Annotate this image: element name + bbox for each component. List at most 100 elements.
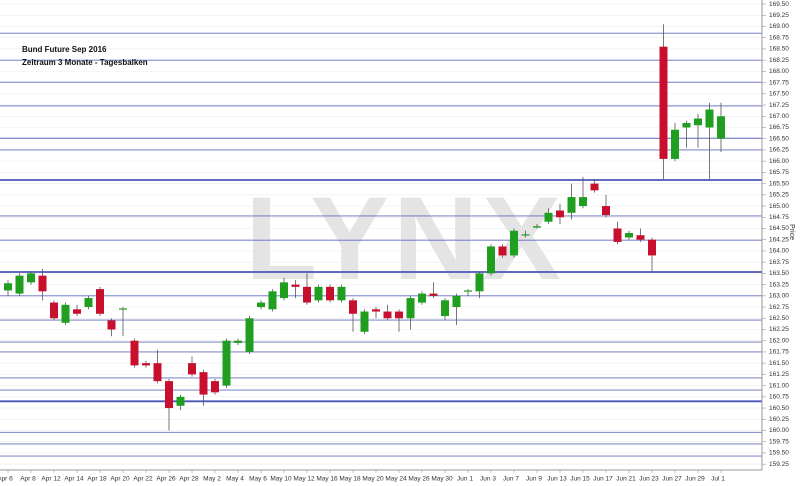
x-tick-label: Jul 1 xyxy=(711,476,725,483)
y-tick-label: 163.25 xyxy=(769,281,789,288)
y-tick-label: 162.00 xyxy=(769,337,789,344)
x-tick-label: Jun 23 xyxy=(639,476,659,483)
y-tick-label: 160.50 xyxy=(769,405,789,412)
candle-body xyxy=(165,381,173,409)
y-tick-label: 169.25 xyxy=(769,12,789,19)
candle-body xyxy=(303,286,311,303)
candle-body xyxy=(61,304,70,323)
candle-layer xyxy=(4,24,725,431)
candle-body xyxy=(544,212,553,222)
x-tick-label: Jun 15 xyxy=(570,476,590,483)
y-tick-label: 169.00 xyxy=(769,23,789,30)
candle-body xyxy=(107,320,116,330)
x-tick-label: Apr 8 xyxy=(20,476,36,483)
x-tick-label: Jun 27 xyxy=(662,476,682,483)
watermark: LYNX xyxy=(245,173,565,305)
y-tick-label: 163.50 xyxy=(769,270,789,277)
candle-body xyxy=(268,291,277,310)
x-tick-label: Jun 21 xyxy=(616,476,636,483)
candle-body xyxy=(153,363,162,382)
x-tick-label: May 4 xyxy=(226,476,244,483)
x-tick-label: May 26 xyxy=(408,476,430,483)
y-tick-label: 166.50 xyxy=(769,135,789,142)
candle-body xyxy=(602,206,610,216)
y-tick-label: 160.25 xyxy=(769,416,789,423)
candle-body xyxy=(360,311,369,332)
x-tick-label: Apr 18 xyxy=(87,476,107,483)
candle-body xyxy=(130,340,139,366)
candle-body xyxy=(15,275,24,294)
candle-body xyxy=(694,118,702,126)
candle-body xyxy=(176,396,185,406)
candle-body xyxy=(487,246,495,274)
y-tick-label: 165.75 xyxy=(769,169,789,176)
candle-body xyxy=(245,318,254,352)
x-tick-label: Apr 6 xyxy=(0,476,13,483)
candle-body xyxy=(4,283,12,291)
candle-body xyxy=(199,372,208,395)
x-tick-label: Jun 29 xyxy=(685,476,705,483)
x-tick-label: May 16 xyxy=(316,476,338,483)
y-tick-label: 167.75 xyxy=(769,79,789,86)
y-tick-label: 160.00 xyxy=(769,427,789,434)
candle-body xyxy=(625,232,633,238)
x-tick-label: May 12 xyxy=(293,476,315,483)
y-tick-label: 161.25 xyxy=(769,371,789,378)
y-tick-label: 169.50 xyxy=(769,1,789,8)
y-tick-label: 165.25 xyxy=(769,192,789,199)
y-tick-label: 163.00 xyxy=(769,293,789,300)
candle-body xyxy=(613,228,622,242)
candle-body xyxy=(119,308,127,310)
candle-body xyxy=(418,293,426,303)
candle-body xyxy=(280,282,288,299)
level-layer xyxy=(0,32,762,457)
x-tick-label: May 6 xyxy=(249,476,267,483)
x-tick-label: May 24 xyxy=(385,476,407,483)
y-tick-label: 168.75 xyxy=(769,34,789,41)
y-tick-label: 166.00 xyxy=(769,158,789,165)
candle-body xyxy=(38,275,47,292)
y-tick-label: 167.00 xyxy=(769,113,789,120)
y-tick-label: 161.75 xyxy=(769,349,789,356)
y-tick-label: 166.25 xyxy=(769,147,789,154)
candle-body xyxy=(498,246,507,256)
x-tick-label: May 18 xyxy=(339,476,361,483)
x-tick-label: Apr 12 xyxy=(41,476,61,483)
y-tick-label: 166.75 xyxy=(769,124,789,131)
candle-body xyxy=(73,309,81,314)
candle-body xyxy=(142,363,150,366)
y-tick-label: 160.75 xyxy=(769,394,789,401)
candle-body xyxy=(705,109,714,128)
candle-body xyxy=(291,284,300,287)
candle-body xyxy=(383,311,392,319)
candle-body xyxy=(337,286,346,301)
candle-body xyxy=(533,226,541,228)
candle-body xyxy=(579,197,587,207)
candle-body xyxy=(659,46,668,159)
x-tick-label: Apr 14 xyxy=(64,476,84,483)
candle-body xyxy=(510,230,518,256)
x-tick-label: Apr 28 xyxy=(179,476,199,483)
candle-body xyxy=(96,289,104,314)
candle-body xyxy=(395,311,403,319)
x-tick-label: Apr 22 xyxy=(133,476,153,483)
x-tick-label: Jun 17 xyxy=(593,476,613,483)
y-tick-label: 167.25 xyxy=(769,102,789,109)
candle-body xyxy=(464,290,472,292)
y-tick-label: 164.00 xyxy=(769,248,789,255)
candle-body xyxy=(406,298,415,319)
y-tick-label: 163.75 xyxy=(769,259,789,266)
x-tick-label: Apr 26 xyxy=(156,476,176,483)
candle-body xyxy=(648,239,656,256)
candle-body xyxy=(257,302,265,308)
candle-body xyxy=(441,300,449,317)
candle-body xyxy=(314,286,323,301)
candle-body xyxy=(556,210,564,218)
candle-body xyxy=(682,122,691,128)
candle-body xyxy=(475,273,484,292)
y-tick-label: 168.00 xyxy=(769,68,789,75)
chart-subtitle: Zeitraum 3 Monate - Tagesbalken xyxy=(22,58,148,67)
x-tick-label: Jun 9 xyxy=(526,476,542,483)
y-tick-label: 159.75 xyxy=(769,438,789,445)
